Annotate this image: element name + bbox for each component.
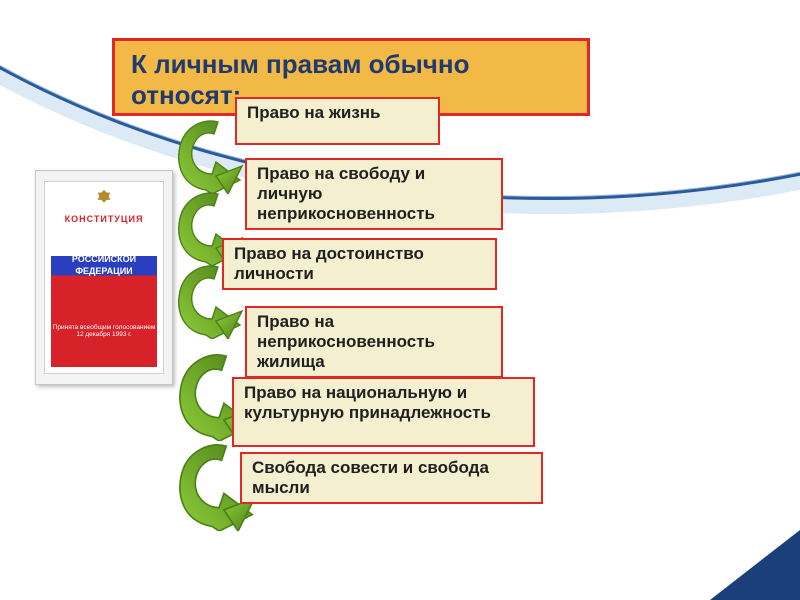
right-box-4: Право на национальную и культурную прина… — [232, 377, 535, 447]
arrows-column — [172, 110, 242, 540]
book-red-line2: 12 декабря 1993 г. — [76, 331, 131, 338]
book-constitution: КОНСТИТУЦИЯ РОССИЙСКОЙ ФЕДЕРАЦИИ Принята… — [35, 170, 173, 385]
right-box-2: Право на достоинство личности — [222, 238, 497, 290]
emblem-icon — [93, 188, 115, 210]
book-flag: РОССИЙСКОЙ ФЕДЕРАЦИИ — [51, 237, 157, 295]
right-box-3: Право на неприкосновенность жилища — [245, 306, 503, 378]
right-box-1: Право на свободу и личную неприкосновенн… — [245, 158, 503, 230]
right-box-0: Право на жизнь — [235, 97, 440, 145]
corner-decoration — [710, 530, 800, 600]
book-title: КОНСТИТУЦИЯ — [45, 214, 163, 224]
book-flag-line1: РОССИЙСКОЙ — [72, 254, 136, 266]
book-flag-line2: ФЕДЕРАЦИИ — [75, 266, 132, 278]
right-box-5: Свобода совести и свобода мысли — [240, 452, 543, 504]
book-red-block: Принята всеобщим голосованием 12 декабря… — [51, 295, 157, 367]
book-red-line1: Принята всеобщим голосованием — [53, 324, 156, 331]
